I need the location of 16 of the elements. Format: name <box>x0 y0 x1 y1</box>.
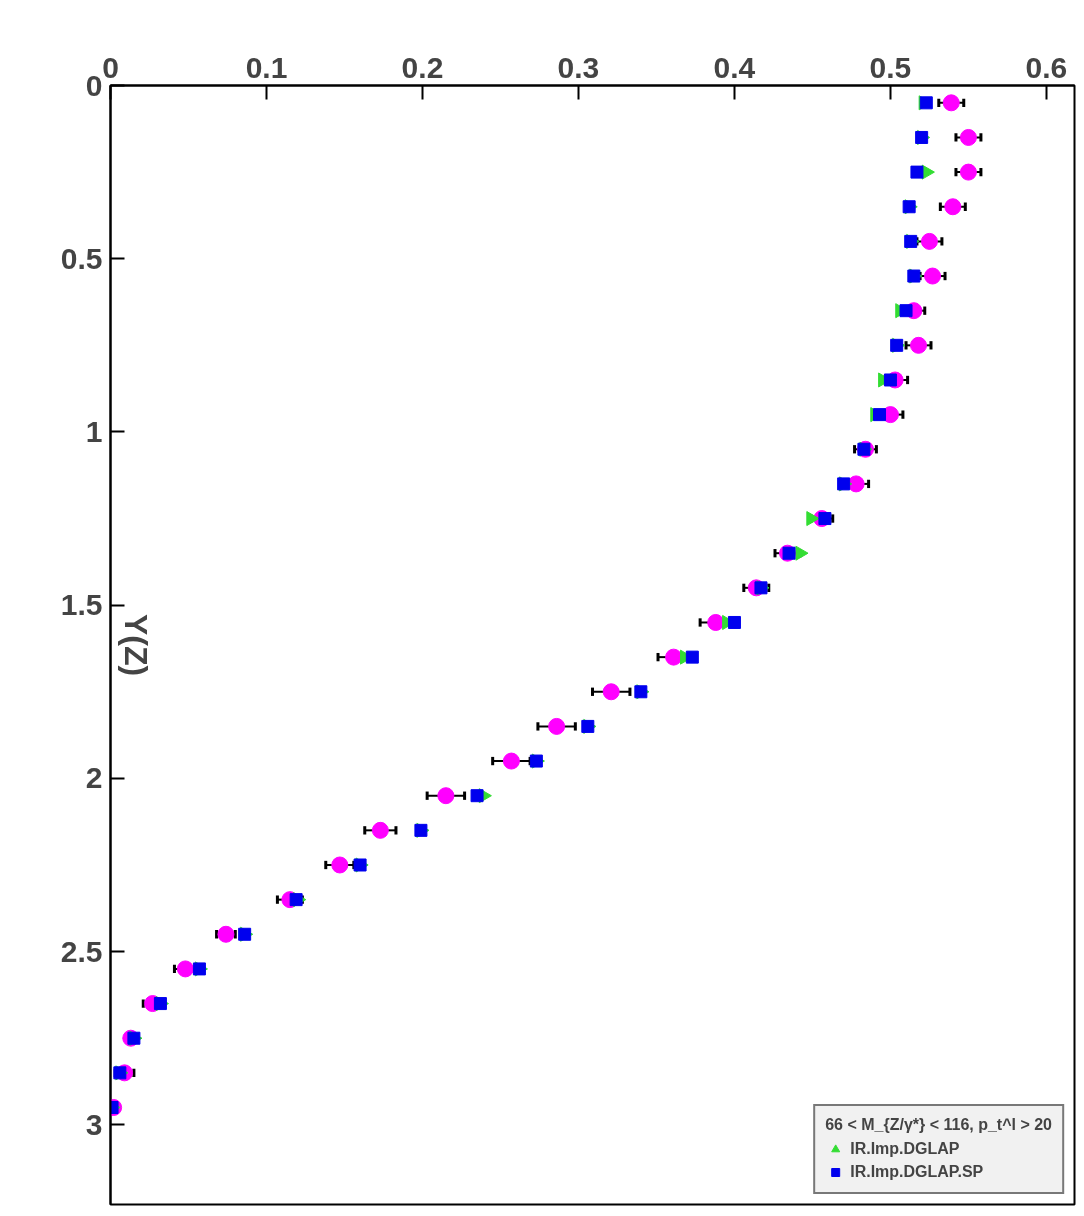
y-tick-label: 3 <box>85 1107 103 1141</box>
x-tick-label: 0.2 <box>401 50 444 84</box>
y-tick-label: 2 <box>85 761 103 795</box>
legend-title: 66 < M_{Z/γ*} < 116, p_t^l > 20 <box>825 1116 1052 1134</box>
y-tick-label: 1.5 <box>60 588 103 622</box>
x-tick-label: 0.4 <box>713 50 756 84</box>
y-tick-label: 1 <box>85 414 103 448</box>
x-tick-label: 0.5 <box>869 50 912 84</box>
legend-label: IR.Imp.DGLAP <box>850 1140 960 1158</box>
x-tick-label: 0.1 <box>245 50 288 84</box>
x-tick-label: 0.6 <box>1025 50 1068 84</box>
x-tick-label: 0.3 <box>557 50 600 84</box>
y-axis-title: Y(Z) <box>117 613 154 677</box>
y-tick-label: 2.5 <box>60 934 103 968</box>
y-tick-label: 0.5 <box>60 241 103 275</box>
legend-label: IR.Imp.DGLAP.SP <box>850 1163 984 1181</box>
